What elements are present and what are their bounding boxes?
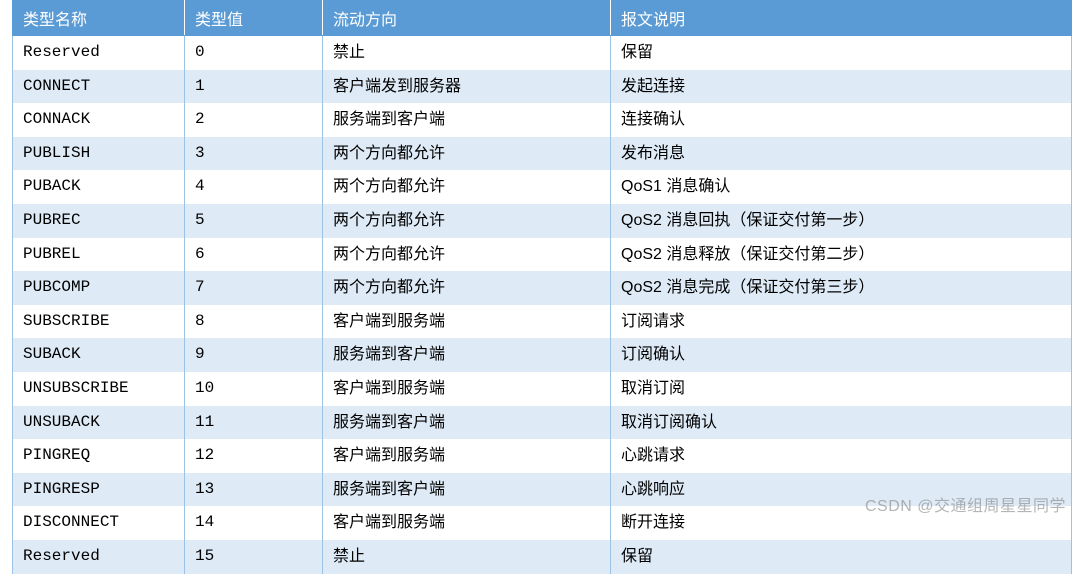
table-cell: 客户端到服务端 <box>323 372 611 406</box>
table-cell: 保留 <box>611 540 1072 574</box>
table-cell: 11 <box>185 406 323 440</box>
table-cell: 两个方向都允许 <box>323 238 611 272</box>
table-cell: QoS2 消息完成（保证交付第三步） <box>611 271 1072 305</box>
table-cell: 5 <box>185 204 323 238</box>
table-cell: QoS2 消息回执（保证交付第一步） <box>611 204 1072 238</box>
table-cell: SUBSCRIBE <box>13 305 185 339</box>
table-cell: 连接确认 <box>611 103 1072 137</box>
table-cell: 保留 <box>611 36 1072 70</box>
col-header-description: 报文说明 <box>611 1 1072 36</box>
table-cell: 14 <box>185 506 323 540</box>
table-cell: CONNACK <box>13 103 185 137</box>
table-cell: Reserved <box>13 36 185 70</box>
table-cell: 10 <box>185 372 323 406</box>
col-header-direction: 流动方向 <box>323 1 611 36</box>
table-cell: 1 <box>185 70 323 104</box>
table-row: Reserved15禁止保留 <box>13 540 1072 574</box>
table-row: Reserved0禁止保留 <box>13 36 1072 70</box>
table-header-row: 类型名称 类型值 流动方向 报文说明 <box>13 1 1072 36</box>
table-cell: 两个方向都允许 <box>323 170 611 204</box>
table-row: PUBCOMP7两个方向都允许QoS2 消息完成（保证交付第三步） <box>13 271 1072 305</box>
table-cell: 客户端到服务端 <box>323 506 611 540</box>
table-cell: 2 <box>185 103 323 137</box>
table-cell: SUBACK <box>13 338 185 372</box>
table-cell: 两个方向都允许 <box>323 137 611 171</box>
table-cell: 订阅确认 <box>611 338 1072 372</box>
table-cell: 15 <box>185 540 323 574</box>
table-cell: PUBLISH <box>13 137 185 171</box>
table-row: UNSUBACK11服务端到客户端取消订阅确认 <box>13 406 1072 440</box>
table-cell: 两个方向都允许 <box>323 204 611 238</box>
table-cell: PUBACK <box>13 170 185 204</box>
table-cell: 服务端到客户端 <box>323 103 611 137</box>
table-row: CONNECT1客户端发到服务器发起连接 <box>13 70 1072 104</box>
table-cell: 订阅请求 <box>611 305 1072 339</box>
table-cell: QoS2 消息释放（保证交付第二步） <box>611 238 1072 272</box>
table-cell: QoS1 消息确认 <box>611 170 1072 204</box>
table-cell: 禁止 <box>323 36 611 70</box>
table-cell: 心跳请求 <box>611 439 1072 473</box>
table-cell: 12 <box>185 439 323 473</box>
table-cell: 13 <box>185 473 323 507</box>
table-row: PINGREQ12客户端到服务端心跳请求 <box>13 439 1072 473</box>
table-cell: CONNECT <box>13 70 185 104</box>
table-row: PUBACK4两个方向都允许QoS1 消息确认 <box>13 170 1072 204</box>
table-cell: DISCONNECT <box>13 506 185 540</box>
table-cell: 两个方向都允许 <box>323 271 611 305</box>
table-cell: PUBREC <box>13 204 185 238</box>
table-row: CONNACK2服务端到客户端连接确认 <box>13 103 1072 137</box>
table-cell: 服务端到客户端 <box>323 338 611 372</box>
table-cell: 取消订阅确认 <box>611 406 1072 440</box>
table-cell: PINGRESP <box>13 473 185 507</box>
table-row: UNSUBSCRIBE10客户端到服务端取消订阅 <box>13 372 1072 406</box>
table-cell: 发起连接 <box>611 70 1072 104</box>
table-cell: 客户端到服务端 <box>323 305 611 339</box>
table-row: PUBREL6两个方向都允许QoS2 消息释放（保证交付第二步） <box>13 238 1072 272</box>
table-cell: 0 <box>185 36 323 70</box>
table-cell: 客户端发到服务器 <box>323 70 611 104</box>
table-cell: 发布消息 <box>611 137 1072 171</box>
table-row: SUBACK9服务端到客户端订阅确认 <box>13 338 1072 372</box>
mqtt-packet-type-table: 类型名称 类型值 流动方向 报文说明 Reserved0禁止保留CONNECT1… <box>12 0 1072 574</box>
table-cell: 取消订阅 <box>611 372 1072 406</box>
table-cell: 4 <box>185 170 323 204</box>
table-cell: Reserved <box>13 540 185 574</box>
table-cell: 3 <box>185 137 323 171</box>
table-cell: 客户端到服务端 <box>323 439 611 473</box>
table-row: SUBSCRIBE8客户端到服务端订阅请求 <box>13 305 1072 339</box>
table-row: PUBLISH3两个方向都允许发布消息 <box>13 137 1072 171</box>
table-cell: 8 <box>185 305 323 339</box>
table-cell: PINGREQ <box>13 439 185 473</box>
table-cell: PUBREL <box>13 238 185 272</box>
watermark-text: CSDN @交通组周星星同学 <box>865 492 1066 516</box>
table-cell: PUBCOMP <box>13 271 185 305</box>
table-cell: 服务端到客户端 <box>323 406 611 440</box>
col-header-name: 类型名称 <box>13 1 185 36</box>
table-cell: UNSUBACK <box>13 406 185 440</box>
table-cell: 服务端到客户端 <box>323 473 611 507</box>
col-header-value: 类型值 <box>185 1 323 36</box>
table-cell: 6 <box>185 238 323 272</box>
table-row: PUBREC5两个方向都允许QoS2 消息回执（保证交付第一步） <box>13 204 1072 238</box>
table-cell: 7 <box>185 271 323 305</box>
table-cell: 禁止 <box>323 540 611 574</box>
table-cell: 9 <box>185 338 323 372</box>
table-cell: UNSUBSCRIBE <box>13 372 185 406</box>
